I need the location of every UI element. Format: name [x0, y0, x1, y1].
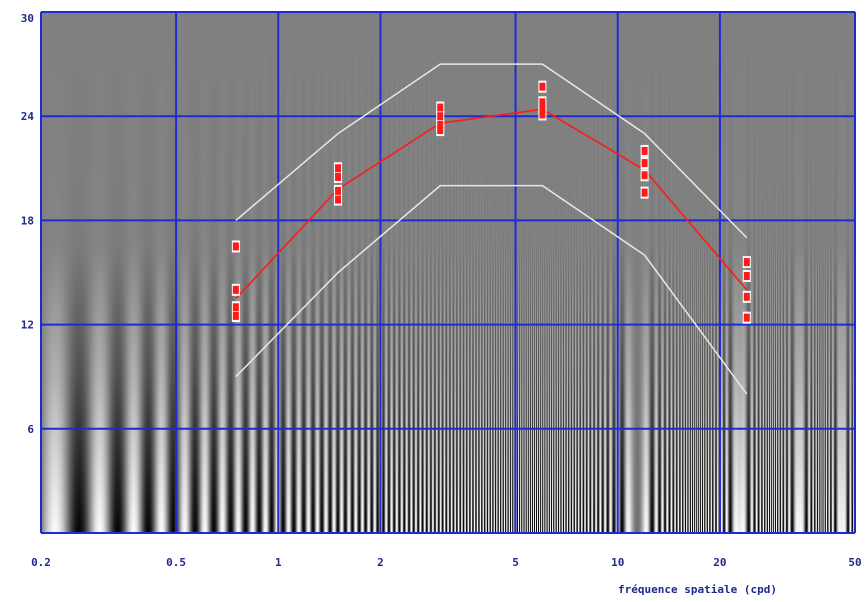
y-tick-label: 30: [21, 12, 34, 25]
observation-marker: [335, 172, 342, 181]
observation-marker: [437, 112, 444, 121]
mean-series-line: [235, 108, 748, 300]
y-axis-ticks: 6 12 18 24 30: [21, 12, 35, 436]
y-tick-label: 6: [27, 423, 34, 436]
x-tick-label: 10: [611, 556, 624, 569]
observation-markers: [231, 80, 751, 324]
mean-line: [235, 108, 748, 300]
plot-background: [41, 12, 855, 533]
observation-marker: [641, 171, 648, 180]
observation-marker: [335, 164, 342, 173]
x-tick-label: 50: [848, 556, 861, 569]
x-axis-ticks: 0.2 0.5 1 2 5 10 20 50: [31, 556, 862, 569]
observation-marker: [743, 292, 750, 301]
observation-marker: [641, 146, 648, 155]
upper-band-series-line: [235, 63, 748, 239]
x-tick-label: 0.2: [31, 556, 51, 569]
observation-marker: [232, 242, 239, 251]
observation-marker: [232, 303, 239, 312]
y-tick-label: 18: [21, 214, 34, 227]
x-tick-label: 2: [377, 556, 384, 569]
observation-marker: [437, 120, 444, 129]
y-tick-label: 24: [21, 110, 35, 123]
lower-band-series-line: [235, 184, 748, 395]
observation-marker: [743, 271, 750, 280]
x-tick-label: 20: [713, 556, 726, 569]
grid-lines: [40, 11, 856, 534]
observation-marker: [539, 110, 546, 119]
observation-marker: [539, 105, 546, 114]
observation-marker: [437, 103, 444, 112]
observation-marker: [641, 188, 648, 197]
observation-marker: [743, 258, 750, 267]
x-tick-label: 5: [512, 556, 519, 569]
y-tick-label: 12: [21, 319, 34, 332]
observation-marker: [232, 285, 239, 294]
observation-marker: [539, 82, 546, 91]
x-tick-label: 1: [275, 556, 282, 569]
observation-marker: [335, 195, 342, 204]
x-axis-title: fréquence spatiale (cpd): [618, 583, 777, 596]
confidence-band: [235, 63, 748, 395]
observation-marker: [335, 186, 342, 195]
observation-marker: [743, 313, 750, 322]
observation-marker: [232, 311, 239, 320]
observation-marker: [539, 98, 546, 107]
x-tick-label: 0.5: [166, 556, 186, 569]
observation-marker: [641, 159, 648, 168]
observation-marker: [437, 126, 444, 135]
